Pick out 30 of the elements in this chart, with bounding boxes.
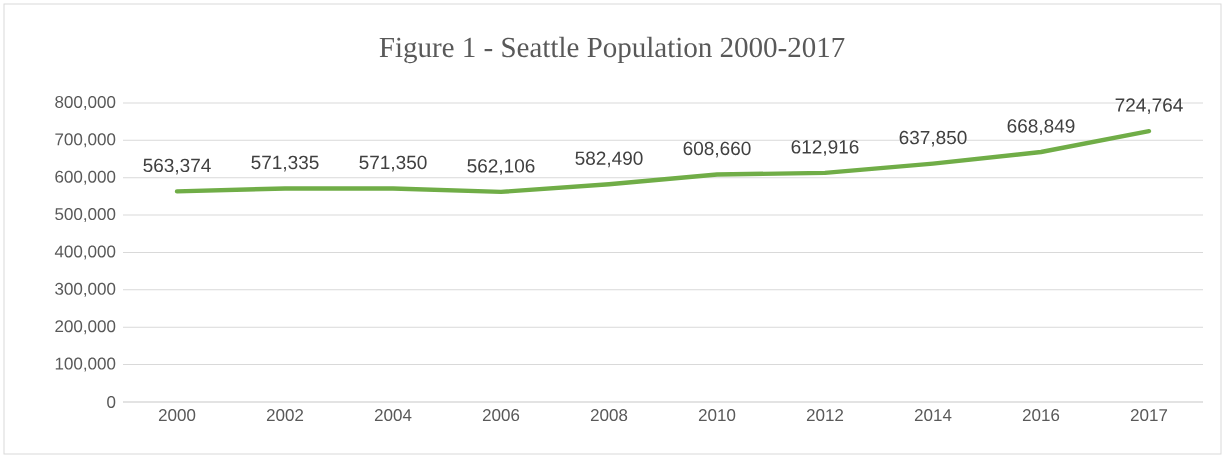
x-tick-label: 2016 [1022,409,1060,422]
y-tick-label: 500,000 [55,208,116,223]
y-tick-label: 300,000 [55,282,116,297]
data-label: 637,850 [899,130,967,147]
data-label: 724,764 [1115,98,1183,115]
x-tick-label: 2000 [158,409,196,422]
data-label: 562,106 [467,159,535,175]
y-tick-label: 700,000 [55,133,116,148]
x-tick-label: 2006 [482,409,520,422]
y-tick-label: 0 [107,395,116,408]
x-tick-label: 2004 [374,409,412,422]
data-label: 612,916 [791,140,859,156]
y-tick-label: 200,000 [55,320,116,335]
x-tick-label: 2010 [698,409,736,422]
data-label: 571,350 [359,155,427,172]
data-label: 582,490 [575,151,643,168]
chart-title: Figure 1 - Seattle Population 2000-2017 [379,36,845,64]
y-tick-label: 400,000 [54,245,116,260]
data-label: 668,849 [1007,119,1075,135]
y-tick-label: 800,000 [55,95,116,110]
x-tick-label: 2012 [806,409,844,422]
x-tick-label: 2008 [590,409,628,422]
y-tick-label: 100,000 [55,357,116,372]
data-label: 571,335 [251,155,319,172]
x-tick-label: 2002 [266,409,304,422]
x-tick-label: 2017 [1130,409,1168,422]
data-label: 608,660 [683,141,751,158]
y-tick-label: 600,000 [55,170,116,185]
x-tick-label: 2014 [914,409,952,422]
data-label: 563,374 [143,158,211,175]
